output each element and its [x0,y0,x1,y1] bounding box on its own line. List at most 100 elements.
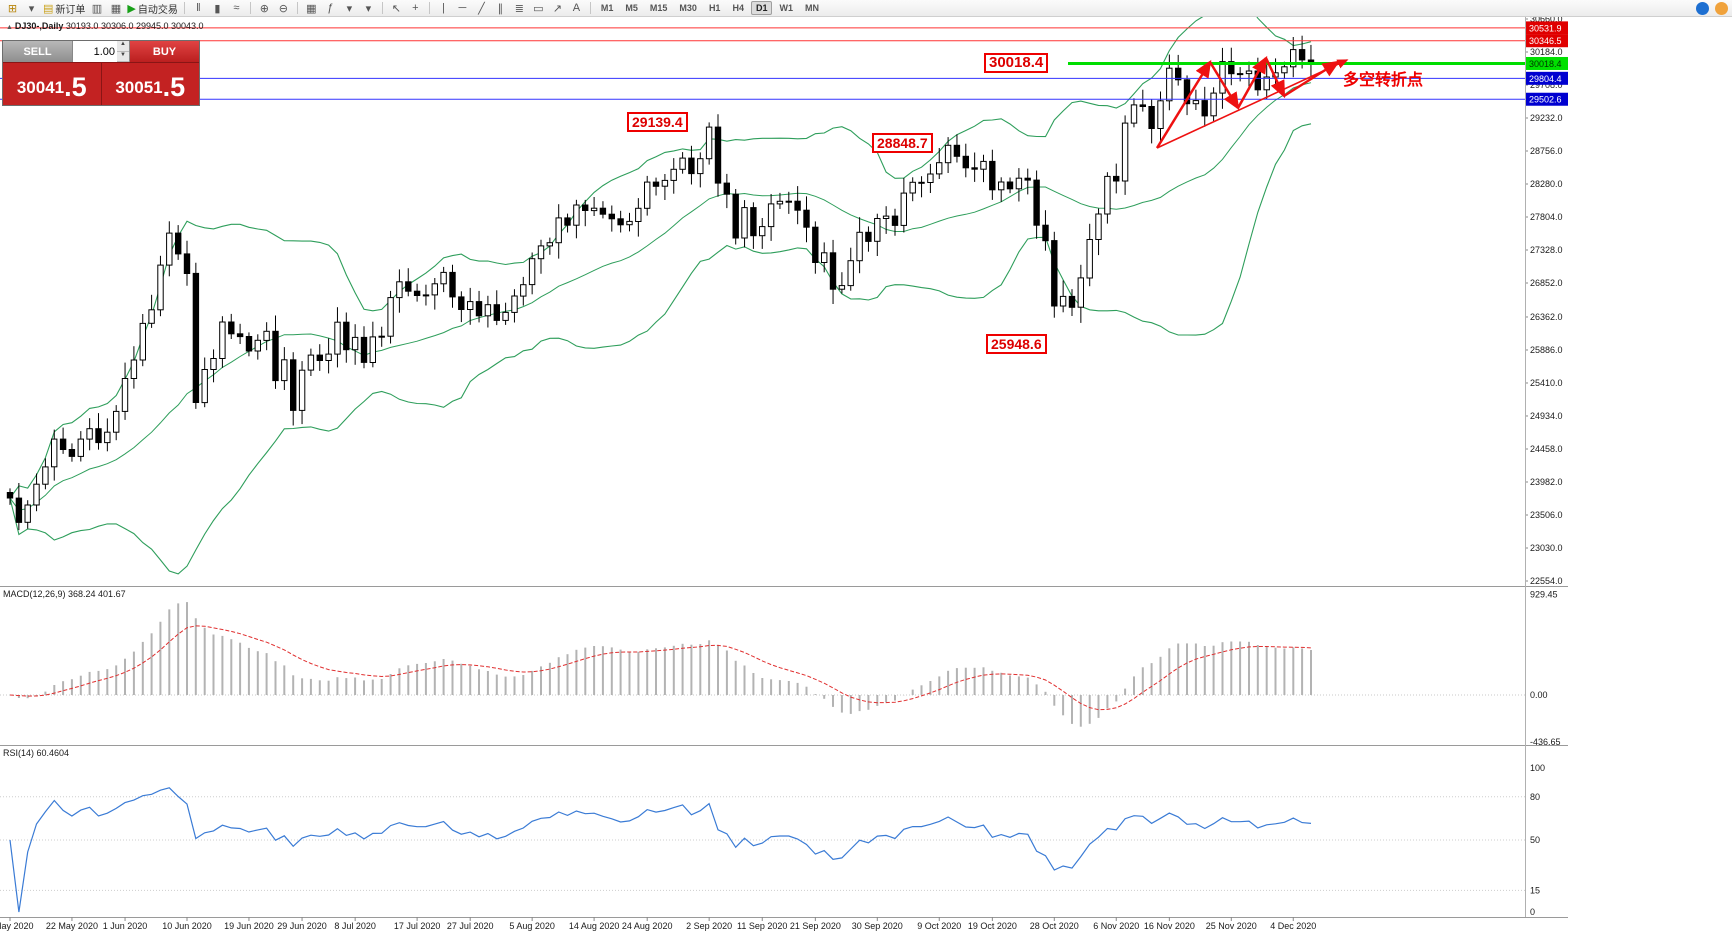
trendline-icon[interactable]: ╱ [478,2,485,15]
channel-icon[interactable]: ∥ [497,2,504,15]
candlestick-chart-icon[interactable]: ▮ [214,2,221,15]
horizontal-level-lines[interactable] [0,27,1525,100]
candlestick-series[interactable] [6,35,1315,531]
ohlc-values: 30193.0 30306.0 29945.0 30043.0 [63,21,204,31]
svg-text:28756.0: 28756.0 [1530,146,1563,156]
bars-chart-icon[interactable]: ‖ [196,2,201,14]
sell-price[interactable]: 30041.5 [3,63,102,105]
buy-price[interactable]: 30051.5 [102,63,200,105]
svg-text:25410.0: 25410.0 [1530,378,1563,388]
lot-size-field: ▲ ▼ [72,41,130,62]
grid-icon[interactable]: ▦ [306,2,317,15]
svg-text:2 Sep 2020: 2 Sep 2020 [686,921,732,931]
buy-price-main: 30051 [115,78,163,97]
price-flag[interactable]: 29139.4 [627,112,688,132]
panel-separators [0,17,1568,918]
toolbar-separator [183,2,185,14]
price-flag[interactable]: 30018.4 [984,53,1049,73]
svg-text:26362.0: 26362.0 [1530,312,1563,322]
periods-dropdown-icon[interactable]: ▾ [365,2,372,15]
chart-list-dropdown-icon[interactable]: ▾ [28,2,35,15]
svg-text:0.00: 0.00 [1530,690,1548,700]
toolbar: ⊞ ▾ ▤ 新订单 ▥ ▦ ▶ 自动交易 ‖ ▮ ≈ ⊕ ⊖ ▦ ƒ ▾ ▾ ↖ + | ─ ╱ ∥ ≣ ▭ ↗ A M1 M5 M15 M… [0,0,1732,17]
charts-window-icon[interactable]: ▥ [91,2,103,15]
horizontal-line-icon[interactable]: ─ [458,2,467,14]
timeframe-d1[interactable]: D1 [750,1,773,15]
svg-text:23030.0: 23030.0 [1530,543,1563,553]
timeframe-m5[interactable]: M5 [625,3,638,13]
crosshair-icon[interactable]: + [412,2,419,14]
toolbar-separator [249,2,251,14]
sell-button[interactable]: SELL [3,41,72,62]
svg-text:21 Sep 2020: 21 Sep 2020 [790,921,841,931]
svg-text:4 Dec 2020: 4 Dec 2020 [1270,921,1316,931]
svg-text:19 Jun 2020: 19 Jun 2020 [224,921,274,931]
price-tags: 30531.9 30346.5 30018.4 29804.4 29502.6 [1526,21,1568,106]
trend-arrows[interactable] [1155,55,1349,149]
macd-axis[interactable]: 929.45 0.00 -436.65 [1530,589,1561,747]
indicators-icon[interactable]: ƒ [327,2,334,14]
svg-text:-436.65: -436.65 [1530,737,1561,747]
svg-text:29232.0: 29232.0 [1530,113,1563,123]
alert-circle-icon[interactable] [1715,2,1728,15]
bollinger-bands [9,0,1312,575]
line-chart-icon[interactable]: ≈ [233,2,240,14]
lot-size-input[interactable] [73,41,117,62]
svg-text:29708.0: 29708.0 [1530,80,1563,90]
buy-button[interactable]: BUY [130,41,199,62]
buy-price-fraction: .5 [162,72,186,102]
toolbar-separator [589,2,591,14]
rsi-axis[interactable]: 100 80 50 15 0 [1530,763,1545,917]
svg-text:30 Sep 2020: 30 Sep 2020 [852,921,903,931]
profiles-icon[interactable]: ▦ [110,2,122,15]
svg-text:100: 100 [1530,763,1545,773]
price-flag[interactable]: 28848.7 [872,133,933,153]
fibonacci-icon[interactable]: ≣ [514,2,524,15]
cursor-icon[interactable]: ↖ [391,2,401,15]
sell-price-main: 30041 [16,78,65,97]
svg-text:11 Sep 2020: 11 Sep 2020 [737,921,787,931]
svg-text:16 Nov 2020: 16 Nov 2020 [1144,921,1195,931]
vertical-line-icon[interactable]: | [441,2,445,14]
sell-price-fraction: .5 [64,72,87,102]
svg-text:24458.0: 24458.0 [1530,444,1563,454]
new-chart-icon[interactable]: ⊞ [7,2,18,15]
svg-text:80: 80 [1530,792,1540,802]
timeframe-mn[interactable]: MN [804,3,819,13]
timeframe-m1[interactable]: M1 [600,3,614,13]
symbol-name: DJ30-,Daily [14,21,64,31]
svg-text:30184.0: 30184.0 [1530,47,1563,57]
svg-text:929.45: 929.45 [1530,589,1558,599]
timeframe-w1[interactable]: W1 [779,3,793,13]
timeframe-h4[interactable]: H4 [732,3,744,13]
svg-text:8 Jul 2020: 8 Jul 2020 [334,921,376,931]
indicators-dropdown-icon[interactable]: ▾ [346,2,353,15]
info-circle-icon[interactable] [1696,2,1709,15]
svg-text:28 Oct 2020: 28 Oct 2020 [1030,921,1079,931]
timeframe-m30[interactable]: M30 [679,3,697,13]
rsi-line [0,787,1525,913]
text-label-icon[interactable]: A [572,2,581,14]
zoom-out-icon[interactable]: ⊖ [278,2,288,15]
shapes-icon[interactable]: ▭ [533,2,544,15]
lot-increase-button[interactable]: ▲ [117,41,129,52]
timeframe-m15[interactable]: M15 [649,3,668,13]
svg-text:30660.0: 30660.0 [1530,14,1563,24]
svg-text:0: 0 [1530,907,1535,917]
time-axis[interactable]: 3 May 2020 22 May 2020 1 Jun 2020 10 Jun 20… [0,917,1316,931]
arrow-object-icon[interactable]: ↗ [552,2,562,15]
svg-text:3 May 2020: 3 May 2020 [0,921,34,931]
svg-text:30018.4: 30018.4 [1529,59,1562,69]
price-axis[interactable]: 30660.0 30184.0 29708.0 29232.0 28756.0 28280… [1525,14,1563,586]
chart-area[interactable]: 30660.0 30184.0 29708.0 29232.0 28756.0 28280… [0,0,1568,938]
zoom-in-icon[interactable]: ⊕ [259,2,269,15]
timeframe-h1[interactable]: H1 [708,3,721,13]
svg-text:28280.0: 28280.0 [1530,179,1563,189]
svg-text:15: 15 [1530,885,1540,895]
lot-decrease-button[interactable]: ▼ [117,51,129,62]
new-order-button[interactable]: ▤ 新订单 [43,2,86,16]
price-flag[interactable]: 25948.6 [986,334,1047,354]
svg-text:10 Jun 2020: 10 Jun 2020 [162,921,212,931]
turning-point-note[interactable]: 多空转折点 [1343,72,1424,89]
autotrading-button[interactable]: ▶ 自动交易 [127,2,178,16]
